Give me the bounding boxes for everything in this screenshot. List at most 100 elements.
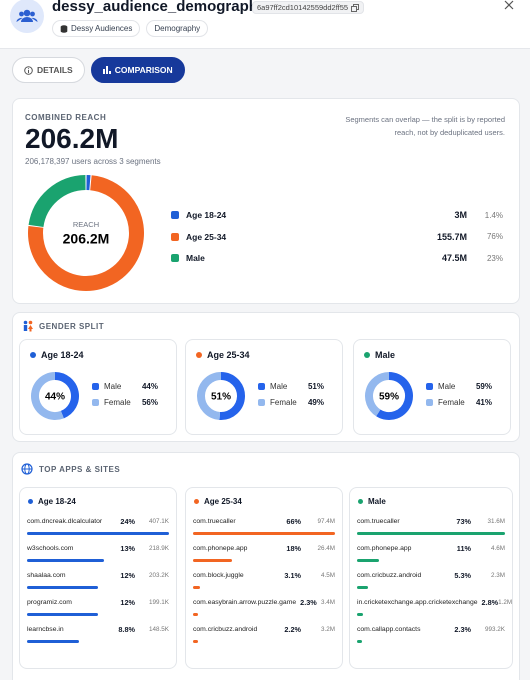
male-arc [219, 372, 245, 420]
panel-title: Age 25-34 [194, 497, 242, 506]
app-row: com.block.juggle 3.1% 4.5M [193, 571, 335, 580]
segment-reach: 155.7M [436, 231, 467, 242]
bar-track [357, 559, 505, 562]
gender-legend-row: Male 44% [92, 382, 158, 391]
app-count: 407.1K [149, 518, 169, 525]
app-share: 5.3% [454, 571, 471, 580]
app-count: 148.5K [149, 626, 169, 633]
app-count: 4.6M [491, 545, 505, 552]
legend-swatch [92, 399, 99, 406]
app-count: 97.4M [317, 518, 335, 525]
share-bar [27, 559, 104, 562]
close-button[interactable] [504, 0, 514, 10]
bar-track [193, 586, 335, 589]
gender-legend-row: Male 59% [426, 382, 492, 391]
bar-track [27, 640, 169, 643]
legend-row: Age 18-24 3M 1.4% [171, 210, 503, 220]
bar-track [357, 640, 505, 643]
app-share: 2.2% [284, 625, 301, 634]
app-item: com.truecaller 73% 31.6M [357, 517, 505, 535]
avatar-icon [16, 9, 38, 22]
app-row: shaalaa.com 12% 203.2K [27, 571, 169, 580]
panel-name: Male [375, 350, 396, 360]
app-item: w3schools.com 13% 218.9K [27, 544, 169, 562]
combined-reach-card: COMBINED REACH 206.2M 206,178,397 users … [12, 98, 520, 304]
app-name: learncbse.in [27, 626, 64, 633]
app-item: learncbse.in 8.8% 148.5K [27, 625, 169, 643]
section-title: TOP APPS & SITES [39, 465, 121, 474]
chart-icon [102, 66, 111, 74]
gender-share: 49% [307, 398, 324, 407]
segment-share: 23% [486, 253, 503, 263]
share-bar [193, 586, 200, 589]
app-row: w3schools.com 13% 218.9K [27, 544, 169, 553]
segment-share: 1.4% [484, 210, 503, 220]
app-row: programiz.com 12% 199.1K [27, 598, 169, 607]
tag-label: Dessy Audiences [71, 24, 133, 33]
app-item: com.dncreak.dlcalculator 24% 407.1K [27, 517, 169, 535]
app-row: com.truecaller 73% 31.6M [357, 517, 505, 526]
section-label: COMBINED REACH [25, 113, 107, 122]
app-share: 12% [120, 598, 135, 607]
section-title: GENDER SPLIT [39, 322, 105, 331]
bar-track [193, 613, 335, 616]
app-share: 12% [120, 571, 135, 580]
bar-track [27, 613, 169, 616]
app-item: com.phonepe.app 11% 4.6M [357, 544, 505, 562]
info-icon [24, 65, 33, 75]
donut-center-label: REACH [73, 220, 99, 229]
gender-legend-row: Female 56% [92, 398, 158, 407]
app-item: programiz.com 12% 199.1K [27, 598, 169, 616]
legend-swatch [171, 232, 179, 241]
app-share: 13% [120, 544, 135, 553]
share-bar [193, 532, 335, 535]
total-reach: 206.2M [25, 123, 119, 154]
app-count: 218.9K [149, 545, 169, 552]
segment-name: Age 18-24 [186, 210, 227, 220]
panel-name: Age 18-24 [38, 497, 76, 506]
legend-swatch [258, 399, 265, 406]
app-name: in.cricketexchange.app.cricketexchange [357, 599, 478, 606]
gender-label: Male [104, 382, 122, 391]
bar-track [357, 586, 505, 589]
gender-ring: 59% [365, 372, 413, 420]
gender-legend-row: Male 51% [258, 382, 324, 391]
apps-panel: Age 18-24 com.dncreak.dlcalculator 24% 407.… [19, 487, 177, 669]
panel-dot [196, 352, 202, 358]
apps-panel: Age 25-34 com.truecaller 66% 97.4M com.phone… [185, 487, 343, 669]
segment-name: Male [186, 253, 205, 263]
gender-label: Male [270, 382, 288, 391]
gender-ring: 44% [31, 372, 79, 420]
tab-label: DETAILS [37, 65, 73, 75]
tab[interactable]: COMPARISON [90, 57, 185, 83]
subtitle: 206,178,397 users across 3 segments [25, 157, 161, 166]
app-name: shaalaa.com [27, 572, 66, 579]
app-item: shaalaa.com 12% 203.2K [27, 571, 169, 589]
db-icon [60, 24, 68, 33]
app-item: com.block.juggle 3.1% 4.5M [193, 571, 335, 589]
app-name: com.block.juggle [193, 572, 244, 579]
tag-chip: Demography [146, 20, 209, 37]
segment-share: 76% [486, 232, 503, 241]
app-name: com.easybrain.arrow.puzzle.game [193, 599, 297, 606]
female-arc [31, 372, 64, 420]
app-count: 4.5M [321, 572, 335, 579]
app-share: 18% [286, 544, 301, 553]
app-item: com.cricbuzz.android 2.2% 3.2M [193, 625, 335, 643]
ring-center: 51% [211, 392, 231, 403]
tag-chip: Dessy Audiences [52, 20, 141, 37]
tags: Dessy Audiences Demography [52, 20, 214, 37]
app-item: com.callapp.contacts 2.3% 993.2K [357, 625, 505, 643]
panel-dot [194, 499, 199, 504]
bar-track [193, 559, 335, 562]
gender-share: 56% [141, 398, 158, 407]
panel-dot [28, 499, 33, 504]
app-share: 8.8% [118, 625, 135, 634]
gender-panel: Age 25-34 51% Male 51% Female 49% [185, 339, 343, 435]
tab-label: COMPARISON [114, 65, 173, 75]
copy-icon[interactable] [351, 3, 360, 12]
app-count: 199.1K [149, 599, 169, 606]
tab[interactable]: DETAILS [12, 57, 85, 83]
gender-label: Female [438, 398, 465, 407]
